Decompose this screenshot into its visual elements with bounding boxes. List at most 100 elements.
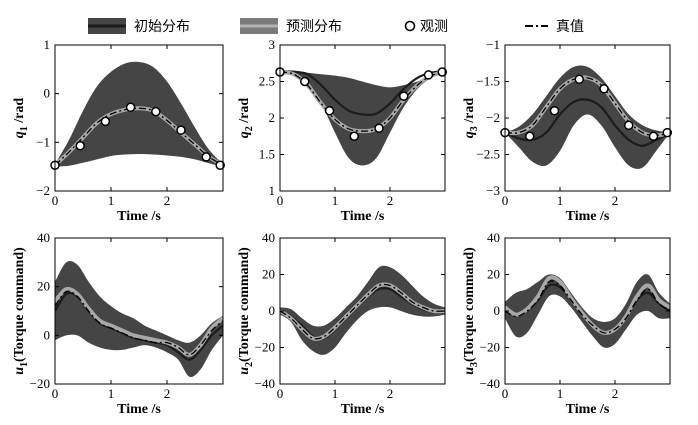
y-tick-label: −20	[480, 340, 500, 355]
x-tick-label: 1	[108, 386, 115, 401]
legend-label-truth: 真值	[556, 19, 584, 35]
y-tick-label: −2	[486, 110, 500, 125]
y-axis-unit: (Torque command)	[12, 247, 27, 362]
observation-point	[176, 125, 186, 135]
y-tick-label: 0	[44, 327, 51, 342]
panel-3: 0 1 2 −3 −2.5 −2 −1.5 −1 Time /s q3 /rad	[462, 37, 672, 224]
y-axis-symbol: q	[237, 131, 252, 138]
y-axis-symbol: u	[12, 367, 27, 375]
plot-area	[280, 265, 445, 355]
y-tick-label: 0	[44, 86, 51, 101]
y-tick-label: −1.5	[476, 74, 500, 89]
observation-point	[349, 131, 359, 141]
plot-area	[505, 274, 670, 348]
observation-point	[324, 105, 335, 116]
y-axis-subscript: 1	[19, 126, 30, 131]
y-tick-label: 40	[262, 230, 275, 245]
panel-6: 0 1 2 −40 −20 0 20 40 Time /s u3(Torque command)	[462, 230, 671, 417]
observation-point	[100, 116, 111, 127]
observation-point	[525, 131, 535, 141]
legend: 初始分布 预测分布 观测 真值	[88, 18, 584, 35]
y-tick-label: −20	[30, 376, 50, 391]
truth-line	[505, 76, 670, 137]
y-axis-symbol: u	[237, 367, 252, 375]
truth-line	[505, 280, 670, 334]
observation-point	[201, 152, 211, 162]
observation-point	[374, 123, 384, 133]
uncertainty-band	[505, 274, 670, 348]
y-tick-label: 20	[37, 279, 50, 294]
uncertainty-band	[55, 61, 223, 167]
observation-point	[437, 67, 447, 77]
observation-point	[574, 74, 584, 85]
y-axis-label: q2 /rad	[237, 98, 255, 139]
observation-point	[215, 160, 225, 170]
y-axis-subscript: 2	[244, 362, 255, 367]
x-tick-label: 1	[108, 193, 115, 208]
y-tick-label: 3	[269, 37, 276, 52]
plot-area	[55, 260, 223, 378]
x-tick-label: 1	[557, 386, 564, 401]
x-tick-label: 0	[52, 386, 59, 401]
x-tick-label: 0	[277, 386, 284, 401]
x-tick-label: 2	[164, 193, 171, 208]
observation-point	[423, 70, 434, 80]
observation-point	[399, 91, 409, 101]
y-axis-label: q1 /rad	[12, 98, 30, 139]
legend-label-initial: 初始分布	[134, 18, 190, 35]
y-tick-label: −2.5	[476, 147, 500, 162]
x-tick-label: 1	[332, 386, 339, 401]
observation-point	[549, 105, 560, 116]
y-axis-subscript: 3	[469, 362, 480, 367]
y-tick-label: −2	[36, 183, 50, 198]
x-axis-label: Time /s	[566, 209, 610, 224]
y-tick-label: 40	[37, 230, 50, 245]
legend-label-observed: 观测	[420, 19, 448, 35]
y-axis-symbol: q	[462, 131, 477, 138]
y-tick-label: 2	[269, 110, 276, 125]
y-axis-unit: (Torque command)	[237, 247, 252, 362]
y-tick-label: −1	[36, 134, 50, 149]
y-tick-label: 2.5	[259, 74, 275, 89]
y-axis-unit: /rad	[12, 98, 27, 127]
y-axis-label: u3(Torque command)	[462, 247, 480, 375]
observation-point	[75, 140, 85, 151]
observation-point	[662, 127, 672, 138]
y-tick-label: −40	[480, 376, 500, 391]
truth-line	[280, 283, 445, 340]
x-tick-label: 0	[502, 193, 509, 208]
y-tick-label: 0	[269, 303, 276, 318]
observation-point	[151, 106, 161, 117]
x-axis-label: Time /s	[566, 402, 610, 417]
y-tick-label: 1.5	[259, 147, 275, 162]
y-tick-label: 20	[487, 267, 500, 282]
y-axis-label: u1(Torque command)	[12, 247, 30, 375]
axes-frame	[54, 44, 224, 192]
x-tick-label: 0	[502, 386, 509, 401]
y-axis-label: q3 /rad	[462, 98, 480, 139]
y-axis-subscript: 2	[244, 126, 255, 131]
x-tick-label: 2	[612, 386, 619, 401]
x-tick-label: 0	[277, 193, 284, 208]
uncertainty-band	[505, 65, 670, 169]
x-tick-label: 0	[52, 193, 59, 208]
uncertainty-band	[280, 265, 445, 355]
y-axis-symbol: q	[12, 131, 27, 138]
observation-point	[624, 120, 634, 131]
y-tick-label: 1	[44, 37, 51, 52]
x-axis-label: Time /s	[117, 209, 161, 224]
predicted-mean-line	[505, 275, 670, 336]
y-tick-label: 40	[487, 230, 500, 245]
x-tick-label: 2	[164, 386, 171, 401]
x-axis-label: Time /s	[117, 402, 161, 417]
x-tick-label: 2	[387, 386, 394, 401]
observation-point	[648, 131, 659, 141]
plot-area	[55, 61, 223, 167]
axes-frame	[54, 237, 224, 385]
y-axis-label: u2(Torque command)	[237, 247, 255, 375]
